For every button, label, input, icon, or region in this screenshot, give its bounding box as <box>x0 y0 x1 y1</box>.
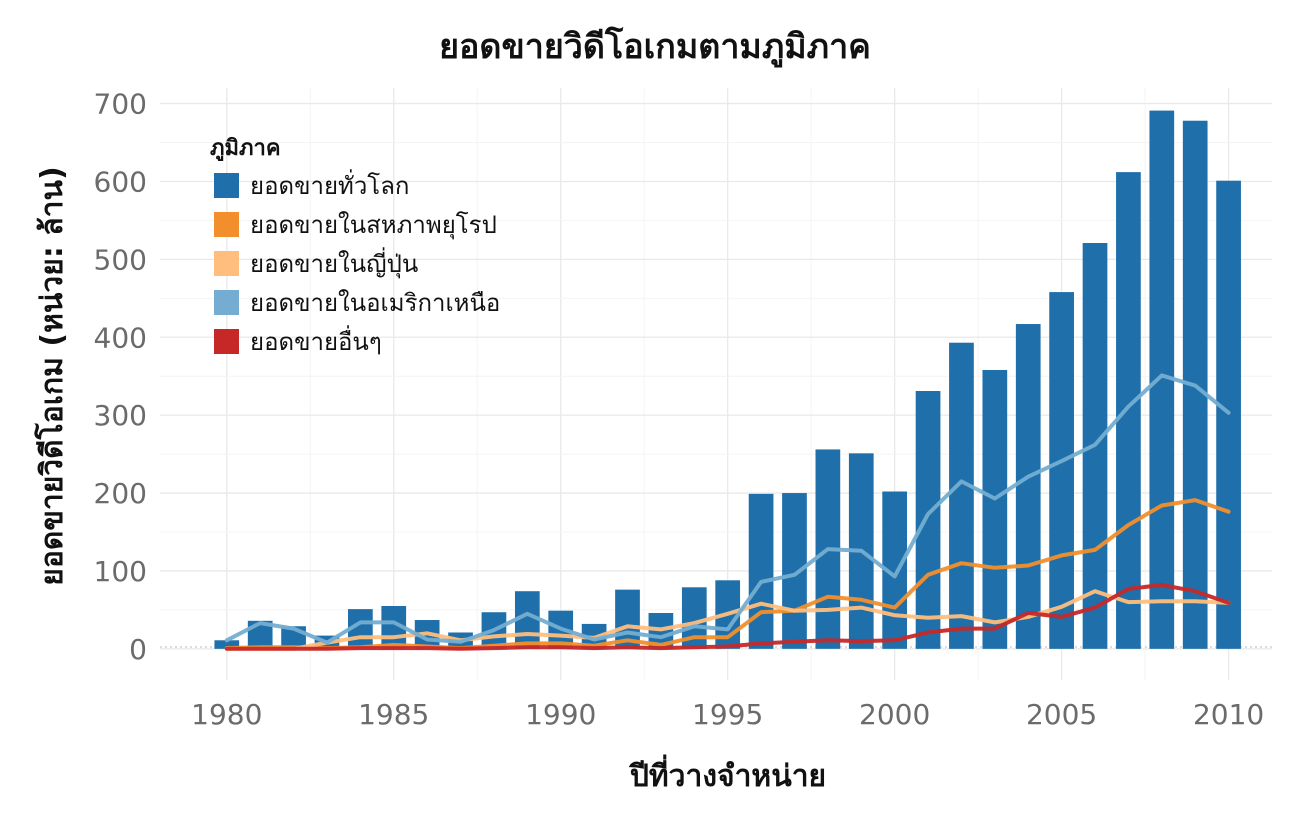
legend-label: ยอดขายในญี่ปุ่น <box>250 247 418 279</box>
legend-swatch <box>214 212 239 237</box>
x-tick-label: 1985 <box>358 698 429 731</box>
x-tick-label: 1995 <box>692 698 763 731</box>
legend-entries: ยอดขายทั่วโลกยอดขายในสหภาพยุโรปยอดขายในญ… <box>214 169 500 356</box>
chart-title: ยอดขายวิดีโอเกมตามภูมิภาค <box>439 26 871 68</box>
legend-swatch <box>214 173 239 198</box>
y-tick-label: 400 <box>94 321 147 354</box>
bar-global-2001 <box>915 391 941 649</box>
y-axis-label: ยอดขายวิดีโอเกม (หน่วย: ล้าน) <box>33 166 70 585</box>
legend-label: ยอดขายอื่นๆ <box>250 325 382 356</box>
legend-swatch <box>214 290 239 315</box>
bar-global-2007 <box>1116 172 1141 649</box>
x-axis-label: ปีที่วางจำหน่าย <box>628 754 826 794</box>
line-series-3 <box>224 373 1231 645</box>
y-tick-label: 300 <box>94 399 147 432</box>
y-tick-label: 200 <box>94 477 147 510</box>
bar-global-1996 <box>748 493 774 649</box>
legend-swatch <box>214 251 239 276</box>
bar-global-2004 <box>1015 324 1041 649</box>
y-tick-label: 600 <box>94 165 147 198</box>
bar-global-2002 <box>949 342 974 649</box>
bar-global-1980 <box>214 640 240 649</box>
y-tick-label: 700 <box>94 88 147 121</box>
x-tick-label: 2005 <box>1026 698 1097 731</box>
x-tick-label: 1990 <box>525 698 596 731</box>
x-tick-label: 2010 <box>1193 698 1264 731</box>
legend: ภูมิภาค ยอดขายทั่วโลกยอดขายในสหภาพยุโรปย… <box>210 136 500 356</box>
series-lines <box>224 373 1231 651</box>
line-series-1 <box>224 498 1231 651</box>
bar-global-2003 <box>982 369 1008 649</box>
tick-labels: 1980 1985 1990 1995 2000 2005 2010 0 100 200 300 40… <box>94 88 1265 731</box>
legend-title: ภูมิภาค <box>210 136 281 162</box>
line-series-4 <box>224 583 1231 651</box>
legend-label: ยอดขายทั่วโลก <box>250 169 409 200</box>
bar-global-1997 <box>782 493 807 649</box>
x-tick-label: 1980 <box>191 698 262 731</box>
y-tick-label: 500 <box>94 243 147 276</box>
legend-label: ยอดขายในอเมริกาเหนือ <box>250 289 500 317</box>
y-tick-label: 0 <box>129 633 147 666</box>
x-tick-label: 2000 <box>859 698 930 731</box>
bar-global-2005 <box>1049 292 1074 649</box>
legend-swatch <box>214 329 239 354</box>
legend-label: ยอดขายในสหภาพยุโรป <box>250 211 497 240</box>
line-series-2 <box>224 589 1231 651</box>
y-tick-label: 100 <box>94 555 147 588</box>
